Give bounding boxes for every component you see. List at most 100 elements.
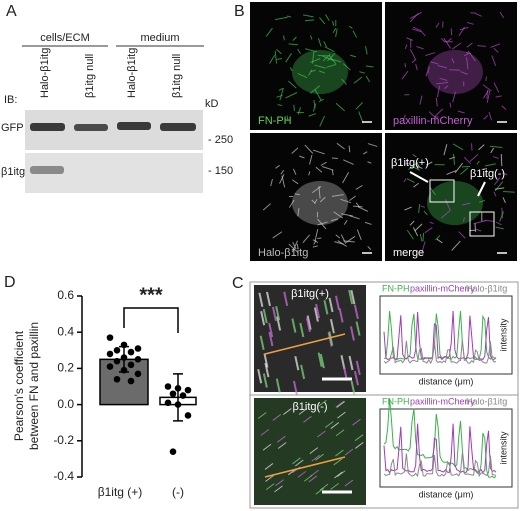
streak [285,92,298,99]
streak [276,58,283,60]
axis-title: intensity [498,318,508,352]
streak [294,193,300,196]
micrographs [250,2,517,261]
streak [336,470,346,478]
streak [327,52,336,62]
streak [493,47,499,53]
streak [415,63,418,71]
streak [483,115,489,120]
streak [342,63,351,71]
streak [262,373,268,388]
streak [459,26,469,31]
micrograph [385,2,517,130]
streak [436,81,449,85]
inset-image [254,398,366,505]
streak [262,203,271,211]
cell-body [292,181,348,225]
streak [304,144,314,154]
streak [341,78,347,85]
streak [297,207,300,217]
streak [296,243,299,250]
streak [425,52,436,57]
streak [494,177,501,186]
streak [325,14,330,21]
streak [345,235,356,243]
streak [335,400,345,408]
streak [330,218,339,222]
streak [423,210,428,216]
streak [406,178,416,183]
streak [461,202,471,206]
error-bar [119,345,129,373]
streak [443,37,452,49]
streak [317,430,326,438]
streak [489,145,503,148]
streak [260,310,266,326]
streak [340,234,347,244]
streak [419,233,423,242]
streak [367,161,372,164]
streak [328,331,334,346]
streak [490,147,495,154]
streak [495,226,504,230]
legend-entry: paxillin-mCherry [410,396,476,406]
lane-label: β1itg null [171,54,183,98]
y-tick-label: 0.4 [57,324,74,338]
streak [412,26,420,31]
data-point [134,345,142,352]
streak [305,19,315,22]
streak [401,70,409,80]
streak [286,115,289,122]
streak [331,194,344,197]
group-label: cells/ECM [40,32,90,44]
streak [444,199,451,211]
data-point [134,356,142,363]
streak [332,27,337,34]
profile-curve [383,423,497,474]
streak [271,306,277,322]
streak [349,215,360,220]
streak [467,50,476,62]
streak [353,370,359,386]
streak [466,57,469,70]
streak [352,30,358,38]
streak [350,380,356,396]
streak [482,90,489,99]
data-point [106,363,114,370]
streak [355,101,364,110]
streak [449,102,452,108]
streak [323,41,327,47]
streak [319,17,326,25]
streak [309,85,321,94]
streak [312,149,325,155]
inset-title: β1itg(+) [291,288,329,300]
streak [440,209,451,219]
streak [311,199,316,205]
streak [413,182,419,188]
streak [297,48,301,54]
streak [493,82,500,93]
streak [299,155,305,159]
streak [314,228,319,242]
streak [349,326,355,341]
data-point [113,375,121,383]
streak [409,48,417,61]
streak [443,144,448,156]
streak [294,355,300,371]
streak [283,291,289,307]
streak [344,448,354,456]
y-tick-label: 0.6 [57,288,74,302]
profile-line [264,456,346,478]
channel-label: paxillin-mCherry [393,115,473,127]
data-point [184,386,192,394]
streak [430,61,439,65]
streak [418,203,421,213]
streak [314,64,326,69]
streak [270,179,273,187]
streak [344,479,354,487]
streak [463,53,469,57]
roi-box [469,211,495,237]
streak [405,162,411,165]
streak [331,20,335,26]
streak [335,28,338,37]
